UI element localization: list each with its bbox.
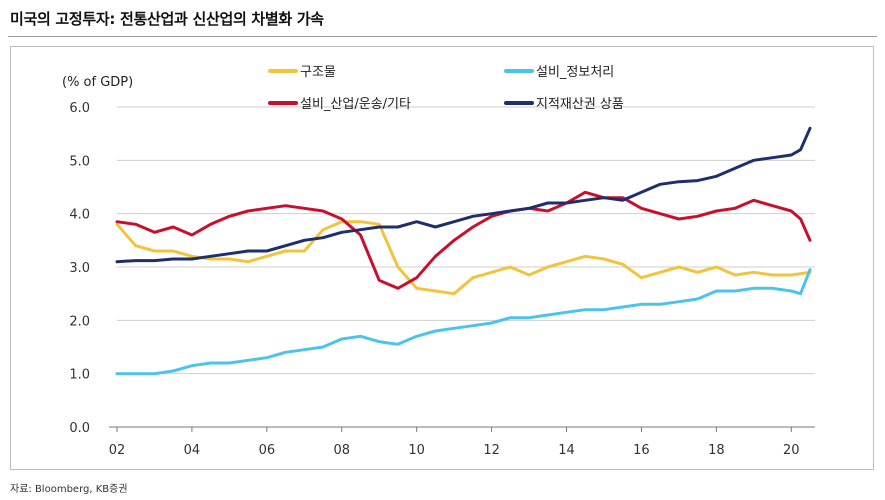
x-tick-label: 14 bbox=[558, 443, 575, 458]
chart-frame bbox=[10, 46, 874, 470]
y-tick-label: 4.0 bbox=[69, 208, 90, 223]
x-tick-label: 18 bbox=[708, 443, 725, 458]
x-tick-label: 12 bbox=[483, 443, 500, 458]
series-line bbox=[115, 190, 812, 290]
y-axis-ticks: 0.0 1.0 2.0 3.0 4.0 5.0 6.0 bbox=[69, 101, 90, 436]
y-tick-label: 2.0 bbox=[69, 314, 90, 329]
legend-label: 구조물 bbox=[300, 65, 336, 80]
chart-title: 미국의 고정투자: 전통산업과 신산업의 차별화 가속 bbox=[10, 10, 324, 28]
x-tick-label: 20 bbox=[783, 443, 800, 458]
x-axis-ticks: 02 04 06 08 10 12 14 16 18 20 bbox=[109, 427, 800, 458]
y-tick-label: 1.0 bbox=[69, 368, 90, 383]
y-tick-label: 5.0 bbox=[69, 154, 90, 169]
title-divider bbox=[8, 36, 877, 37]
legend-label: 설비_정보처리 bbox=[536, 65, 614, 80]
x-tick-label: 08 bbox=[333, 443, 350, 458]
y-axis-unit-label: (% of GDP) bbox=[62, 75, 133, 90]
x-tick-label: 16 bbox=[633, 443, 650, 458]
legend-label: 설비_산업/운송/기타 bbox=[300, 97, 411, 112]
y-tick-label: 3.0 bbox=[69, 261, 90, 276]
y-tick-label: 6.0 bbox=[69, 101, 90, 116]
series-line bbox=[115, 268, 812, 376]
x-tick-label: 02 bbox=[109, 443, 126, 458]
source-note: 자료: Bloomberg, KB증권 bbox=[10, 484, 128, 495]
series-line bbox=[115, 126, 812, 264]
x-tick-label: 10 bbox=[408, 443, 425, 458]
legend-label: 지적재산권 상품 bbox=[536, 97, 624, 112]
y-tick-label: 0.0 bbox=[69, 421, 90, 436]
series-lines bbox=[115, 126, 812, 376]
x-tick-label: 04 bbox=[184, 443, 201, 458]
x-tick-label: 06 bbox=[259, 443, 276, 458]
grid-lines bbox=[117, 106, 815, 375]
series-line bbox=[115, 220, 812, 296]
